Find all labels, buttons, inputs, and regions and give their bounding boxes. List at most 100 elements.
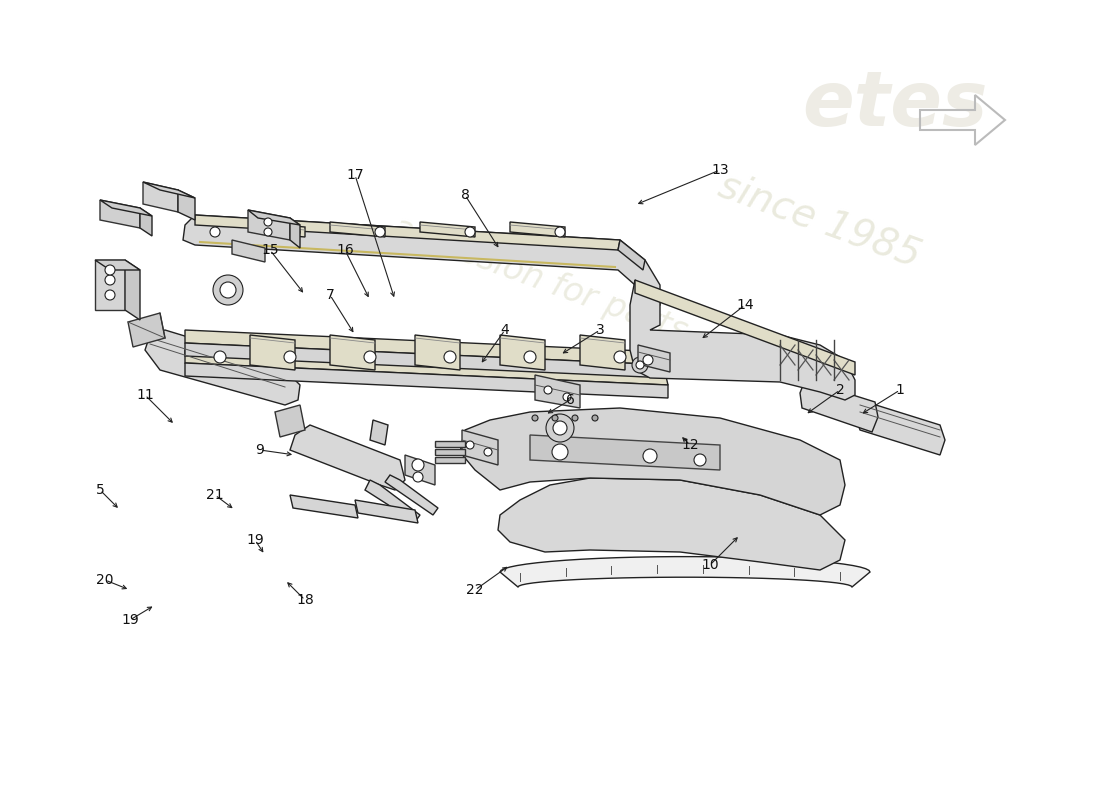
- Circle shape: [210, 227, 220, 237]
- Text: 3: 3: [595, 323, 604, 337]
- Text: 1: 1: [895, 383, 904, 397]
- Polygon shape: [405, 455, 435, 485]
- Circle shape: [592, 415, 598, 421]
- Circle shape: [552, 415, 558, 421]
- Polygon shape: [185, 343, 668, 378]
- Circle shape: [290, 227, 300, 237]
- Polygon shape: [365, 480, 420, 522]
- Circle shape: [220, 282, 236, 298]
- Text: 21: 21: [206, 488, 223, 502]
- Text: 22: 22: [466, 583, 484, 597]
- Polygon shape: [800, 380, 878, 432]
- Circle shape: [264, 228, 272, 236]
- Text: 6: 6: [565, 393, 574, 407]
- Text: 8: 8: [461, 188, 470, 202]
- Polygon shape: [100, 200, 140, 228]
- Text: 10: 10: [701, 558, 718, 572]
- Polygon shape: [143, 182, 178, 212]
- Circle shape: [412, 472, 424, 482]
- Polygon shape: [128, 313, 165, 347]
- Text: 14: 14: [736, 298, 754, 312]
- Polygon shape: [145, 330, 300, 405]
- Circle shape: [364, 351, 376, 363]
- Polygon shape: [125, 260, 140, 320]
- Text: 7: 7: [326, 288, 334, 302]
- Text: 9: 9: [255, 443, 264, 457]
- Polygon shape: [290, 218, 300, 248]
- Text: 4: 4: [500, 323, 509, 337]
- Circle shape: [553, 421, 566, 435]
- Circle shape: [465, 227, 475, 237]
- Polygon shape: [248, 210, 290, 240]
- Polygon shape: [185, 363, 668, 398]
- Polygon shape: [95, 260, 140, 270]
- Circle shape: [644, 449, 657, 463]
- Polygon shape: [498, 478, 845, 570]
- Circle shape: [375, 227, 385, 237]
- Polygon shape: [434, 449, 465, 455]
- Polygon shape: [183, 215, 660, 310]
- Circle shape: [563, 393, 571, 401]
- Circle shape: [412, 459, 424, 471]
- Text: 18: 18: [296, 593, 314, 607]
- Circle shape: [104, 275, 116, 285]
- Text: 20: 20: [97, 573, 113, 587]
- Circle shape: [552, 444, 568, 460]
- Circle shape: [213, 275, 243, 305]
- Circle shape: [636, 361, 644, 369]
- Polygon shape: [535, 375, 580, 408]
- Circle shape: [544, 386, 552, 394]
- Text: 15: 15: [261, 243, 278, 257]
- Circle shape: [284, 351, 296, 363]
- Polygon shape: [500, 557, 870, 587]
- Polygon shape: [855, 400, 945, 455]
- Polygon shape: [330, 222, 385, 237]
- Text: 19: 19: [246, 533, 264, 547]
- Polygon shape: [415, 335, 460, 370]
- Polygon shape: [275, 405, 305, 437]
- Circle shape: [484, 448, 492, 456]
- Polygon shape: [385, 475, 438, 515]
- Circle shape: [532, 415, 538, 421]
- Polygon shape: [195, 215, 620, 250]
- Polygon shape: [143, 182, 195, 198]
- Polygon shape: [250, 335, 295, 370]
- Circle shape: [466, 441, 474, 449]
- Polygon shape: [462, 430, 498, 465]
- Polygon shape: [500, 335, 544, 370]
- Text: 2: 2: [836, 383, 845, 397]
- Polygon shape: [185, 350, 668, 385]
- Circle shape: [632, 357, 648, 373]
- Polygon shape: [100, 200, 152, 216]
- Polygon shape: [530, 435, 720, 470]
- Circle shape: [614, 351, 626, 363]
- Circle shape: [104, 290, 116, 300]
- Circle shape: [264, 218, 272, 226]
- Polygon shape: [434, 441, 465, 447]
- Circle shape: [694, 454, 706, 466]
- Polygon shape: [635, 280, 855, 375]
- Circle shape: [546, 414, 574, 442]
- Polygon shape: [460, 408, 845, 515]
- Polygon shape: [95, 260, 125, 310]
- Circle shape: [572, 415, 578, 421]
- Polygon shape: [232, 240, 265, 262]
- Polygon shape: [420, 222, 475, 237]
- Polygon shape: [510, 222, 565, 237]
- Text: 11: 11: [136, 388, 154, 402]
- Polygon shape: [178, 190, 195, 220]
- Circle shape: [644, 355, 653, 365]
- Text: 5: 5: [96, 483, 104, 497]
- Polygon shape: [330, 335, 375, 370]
- Circle shape: [444, 351, 456, 363]
- Text: since 1985: since 1985: [714, 166, 926, 274]
- Polygon shape: [618, 240, 645, 270]
- Text: 13: 13: [712, 163, 729, 177]
- Polygon shape: [140, 208, 152, 236]
- Polygon shape: [290, 495, 358, 518]
- Polygon shape: [630, 280, 855, 400]
- Polygon shape: [370, 420, 388, 445]
- Text: 19: 19: [121, 613, 139, 627]
- Polygon shape: [185, 330, 668, 365]
- Circle shape: [104, 265, 116, 275]
